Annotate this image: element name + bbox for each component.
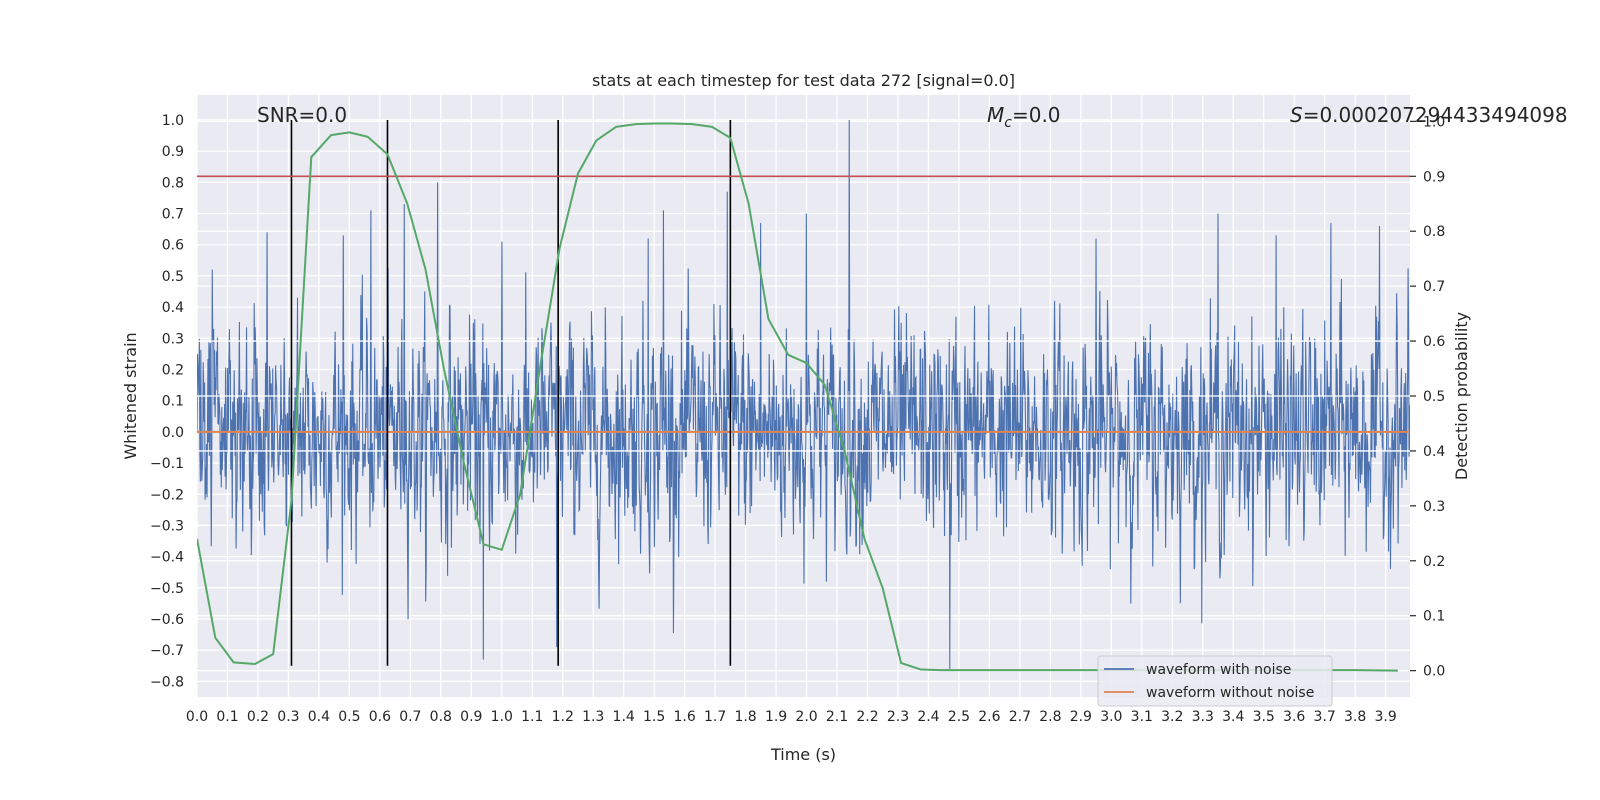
s-value: =0.000207294433494098 bbox=[1303, 103, 1568, 127]
x-tick-label: 2.9 bbox=[1070, 709, 1092, 725]
x-tick-label: 1.0 bbox=[491, 709, 513, 725]
y2-tick-label: 1.0 bbox=[1423, 114, 1445, 130]
chart-title: stats at each timestep for test data 272… bbox=[592, 71, 1015, 90]
y2-tick-label: 0.9 bbox=[1423, 169, 1445, 185]
legend: waveform with noise waveform without noi… bbox=[1097, 655, 1333, 707]
snr-annotation: SNR=0.0 bbox=[257, 103, 347, 127]
x-tick-label: 3.7 bbox=[1314, 709, 1336, 725]
x-tick-label: 1.8 bbox=[734, 709, 756, 725]
y-tick-label: −0.8 bbox=[150, 674, 184, 690]
y-tick-label: −0.4 bbox=[150, 550, 184, 566]
y2-tick-label: 0.3 bbox=[1423, 499, 1445, 515]
y-tick-label: 0.2 bbox=[162, 362, 184, 378]
x-tick-label: 2.2 bbox=[856, 709, 878, 725]
x-tick-label: 2.3 bbox=[887, 709, 909, 725]
y-tick-label: −0.3 bbox=[150, 518, 184, 534]
x-tick-label: 0.3 bbox=[277, 709, 299, 725]
x-tick-label: 0.8 bbox=[430, 709, 452, 725]
x-tick-label: 3.5 bbox=[1253, 709, 1275, 725]
y2-tick-label: 0.6 bbox=[1423, 334, 1445, 350]
y2-tick-label: 0.8 bbox=[1423, 224, 1445, 240]
x-tick-label: 0.9 bbox=[460, 709, 482, 725]
mc-annotation: Mc=0.0 bbox=[987, 103, 1061, 131]
series-layer bbox=[197, 119, 1410, 672]
x-tick-label: 0.7 bbox=[399, 709, 421, 725]
x-tick-label: 3.1 bbox=[1131, 709, 1153, 725]
y2-ticks: 0.0 0.1 0.2 0.3 0.4 0.5 0.6 0.7 0.8 0.9 1.0 bbox=[1410, 114, 1445, 680]
mc-value: =0.0 bbox=[1012, 103, 1061, 127]
x-tick-label: 0.0 bbox=[186, 709, 208, 725]
x-tick-label: 1.7 bbox=[704, 709, 726, 725]
mc-subscript: c bbox=[1004, 115, 1012, 131]
y-tick-label: 0.0 bbox=[162, 425, 184, 441]
legend-label-waveform-without-noise: waveform without noise bbox=[1146, 685, 1314, 701]
series-line-waveform-with-noise bbox=[197, 119, 1410, 669]
x-tick-label: 1.9 bbox=[765, 709, 787, 725]
y-tick-label: 0.1 bbox=[162, 394, 184, 410]
x-ticks: 0.0 0.1 0.2 0.3 0.4 0.5 0.6 0.7 0.8 0.9 1.0 1.1 1.2 1… bbox=[186, 709, 1397, 725]
y-tick-label: 0.5 bbox=[162, 269, 184, 285]
y2-axis-label: Detection probability bbox=[1452, 312, 1471, 480]
y2-tick-label: 0.7 bbox=[1423, 279, 1445, 295]
mc-symbol: M bbox=[987, 103, 1004, 127]
y-tick-label: 0.4 bbox=[162, 300, 184, 316]
series-line-detection-probability bbox=[197, 122, 1398, 672]
x-tick-label: 0.4 bbox=[308, 709, 330, 725]
x-tick-label: 2.1 bbox=[826, 709, 848, 725]
y-tick-label: 0.6 bbox=[162, 238, 184, 254]
y-tick-label: −0.6 bbox=[150, 612, 184, 628]
y2-tick-label: 0.2 bbox=[1423, 554, 1445, 570]
y-tick-label: 0.7 bbox=[162, 207, 184, 223]
y-tick-label: 0.9 bbox=[162, 144, 184, 160]
y-tick-label: −0.1 bbox=[150, 456, 184, 472]
x-tick-label: 2.4 bbox=[917, 709, 939, 725]
x-tick-label: 1.3 bbox=[582, 709, 604, 725]
y-tick-label: 1.0 bbox=[162, 113, 184, 129]
y-tick-label: −0.7 bbox=[150, 643, 184, 659]
y-ticks: −0.8 −0.7 −0.6 −0.5 −0.4 −0.3 −0.2 −0.1 0.0 0.1 0.… bbox=[150, 113, 184, 690]
x-tick-label: 1.1 bbox=[521, 709, 543, 725]
x-axis-label: Time (s) bbox=[770, 745, 836, 764]
y-axis-label: Whitened strain bbox=[121, 332, 140, 459]
y-tick-label: −0.2 bbox=[150, 487, 184, 503]
x-tick-label: 1.4 bbox=[613, 709, 635, 725]
y-tick-label: −0.5 bbox=[150, 581, 184, 597]
y2-tick-label: 0.5 bbox=[1423, 389, 1445, 405]
x-tick-label: 2.0 bbox=[795, 709, 817, 725]
x-tick-label: 3.9 bbox=[1374, 709, 1396, 725]
x-tick-label: 2.5 bbox=[948, 709, 970, 725]
legend-box bbox=[1097, 655, 1333, 707]
y2-tick-label: 0.1 bbox=[1423, 609, 1445, 625]
s-annotation: S=0.000207294433494098 bbox=[1290, 103, 1568, 127]
x-tick-label: 1.2 bbox=[552, 709, 574, 725]
x-tick-label: 3.2 bbox=[1161, 709, 1183, 725]
x-tick-label: 2.6 bbox=[978, 709, 1000, 725]
x-tick-label: 2.7 bbox=[1009, 709, 1031, 725]
x-tick-label: 3.0 bbox=[1100, 709, 1122, 725]
x-tick-label: 3.8 bbox=[1344, 709, 1366, 725]
x-tick-label: 3.6 bbox=[1283, 709, 1305, 725]
y2-tick-label: 0.4 bbox=[1423, 444, 1445, 460]
s-symbol: S bbox=[1290, 103, 1303, 127]
y-tick-label: 0.8 bbox=[162, 175, 184, 191]
x-tick-label: 0.6 bbox=[369, 709, 391, 725]
x-tick-label: 1.6 bbox=[674, 709, 696, 725]
x-tick-label: 1.5 bbox=[643, 709, 665, 725]
x-tick-label: 0.1 bbox=[216, 709, 238, 725]
x-tick-label: 3.3 bbox=[1192, 709, 1214, 725]
x-tick-label: 2.8 bbox=[1039, 709, 1061, 725]
legend-label-waveform-with-noise: waveform with noise bbox=[1146, 662, 1291, 678]
x-tick-label: 0.2 bbox=[247, 709, 269, 725]
x-tick-label: 0.5 bbox=[338, 709, 360, 725]
y-tick-label: 0.3 bbox=[162, 331, 184, 347]
y2-tick-label: 0.0 bbox=[1423, 664, 1445, 680]
x-tick-label: 3.4 bbox=[1222, 709, 1244, 725]
